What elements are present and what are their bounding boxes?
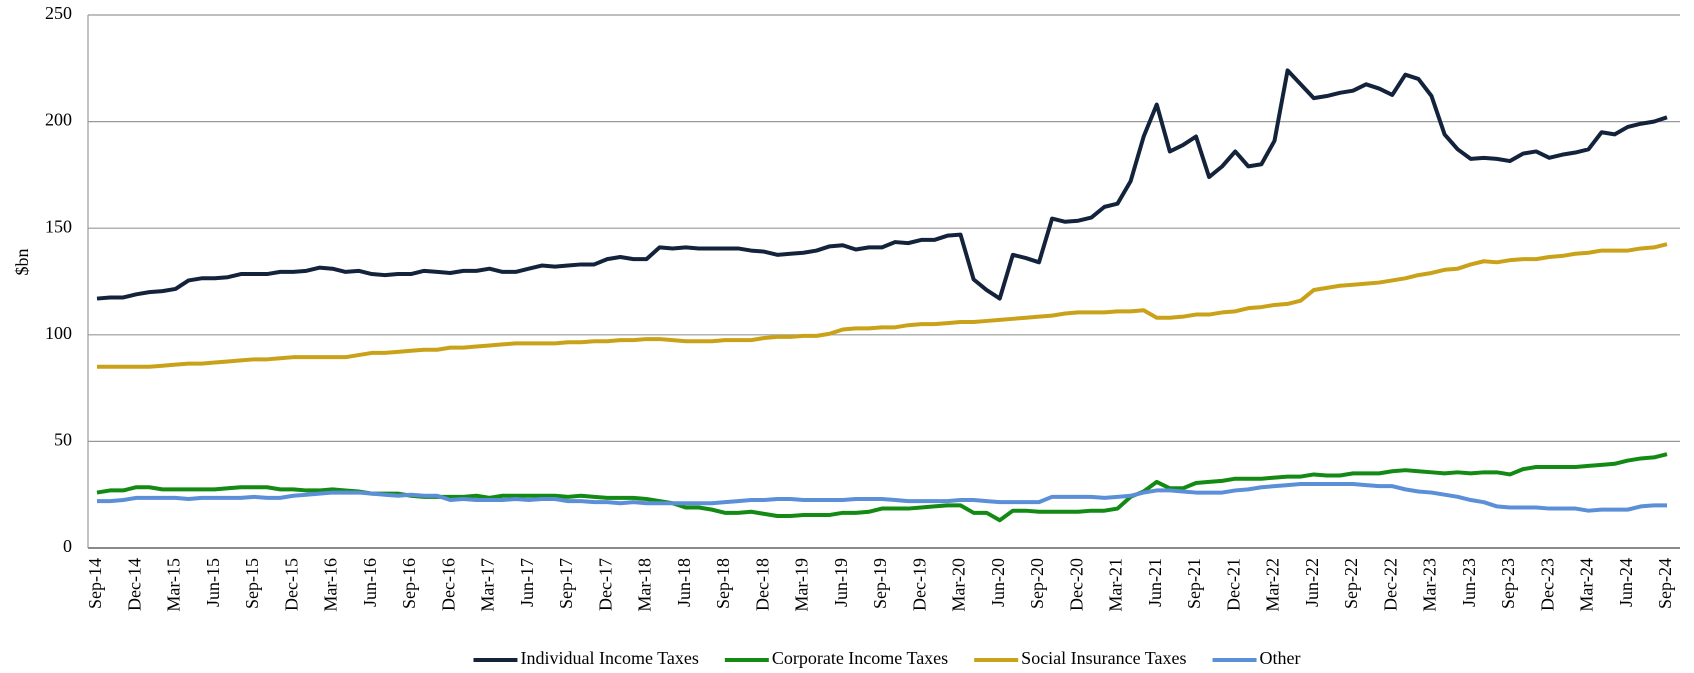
x-tick-label: Sep-23 (1498, 558, 1518, 609)
x-tick-label: Jun-24 (1616, 558, 1636, 607)
y-axis-label: $bn (12, 249, 32, 276)
y-tick-label: 150 (45, 216, 72, 236)
legend-label: Corporate Income Taxes (772, 648, 948, 668)
series-line (96, 68, 1668, 301)
y-tick-label: 200 (45, 110, 72, 130)
x-tick-label: Mar-15 (164, 558, 184, 612)
x-tick-label: Sep-22 (1341, 558, 1361, 609)
x-tick-label: Sep-14 (85, 558, 105, 609)
x-tick-label: Jun-18 (674, 558, 694, 607)
x-tick-label: Dec-18 (752, 558, 772, 611)
x-tick-label: Jun-19 (831, 558, 851, 607)
legend-label: Social Insurance Taxes (1021, 648, 1186, 668)
x-tick-label: Jun-22 (1302, 558, 1322, 607)
x-tick-label: Jun-21 (1145, 558, 1165, 607)
x-tick-label: Mar-19 (792, 558, 812, 612)
x-tick-label: Dec-23 (1537, 558, 1557, 611)
x-tick-label: Sep-15 (242, 558, 262, 609)
x-tick-label: Sep-16 (399, 558, 419, 609)
x-tick-label: Mar-16 (321, 558, 341, 612)
legend-label: Other (1260, 648, 1301, 668)
series-line (97, 242, 1668, 369)
x-tick-label: Jun-17 (517, 558, 537, 607)
y-tick-label: 100 (45, 323, 72, 343)
x-tick-label: Sep-24 (1655, 558, 1675, 609)
x-tick-label: Mar-24 (1577, 558, 1597, 612)
x-tick-label: Mar-17 (478, 558, 498, 612)
y-tick-label: 50 (54, 430, 72, 450)
x-tick-label: Mar-20 (949, 558, 969, 612)
x-tick-label: Jun-23 (1459, 558, 1479, 607)
x-tick-label: Dec-14 (124, 558, 144, 611)
x-tick-label: Mar-18 (635, 558, 655, 612)
x-tick-label: Jun-15 (203, 558, 223, 607)
x-tick-label: Dec-15 (281, 558, 301, 611)
legend: Individual Income Taxes Corporate Income … (473, 648, 1301, 668)
x-tick-label: Dec-16 (438, 558, 458, 611)
x-tick-label: Dec-19 (909, 558, 929, 611)
x-tick-label: Mar-21 (1106, 558, 1126, 612)
x-tick-label: Mar-22 (1263, 558, 1283, 612)
x-tick-label: Sep-20 (1027, 558, 1047, 609)
x-tick-label: Jun-20 (988, 558, 1008, 607)
x-tick-label: Sep-17 (556, 558, 576, 609)
series-line (96, 452, 1668, 523)
x-tick-label: Dec-21 (1223, 558, 1243, 611)
y-tick-label: 250 (45, 3, 72, 23)
x-tick-label: Mar-23 (1420, 558, 1440, 612)
x-tick-label: Jun-16 (360, 558, 380, 607)
x-tick-label: Sep-21 (1184, 558, 1204, 609)
x-tick-label: Dec-20 (1066, 558, 1086, 611)
series-line (97, 482, 1667, 513)
x-tick-label: Dec-17 (595, 558, 615, 611)
y-tick-label: 0 (63, 536, 72, 556)
x-tick-label: Sep-18 (713, 558, 733, 609)
x-tick-label: Sep-19 (870, 558, 890, 609)
legend-label: Individual Income Taxes (520, 648, 698, 668)
x-tick-label: Dec-22 (1380, 558, 1400, 611)
